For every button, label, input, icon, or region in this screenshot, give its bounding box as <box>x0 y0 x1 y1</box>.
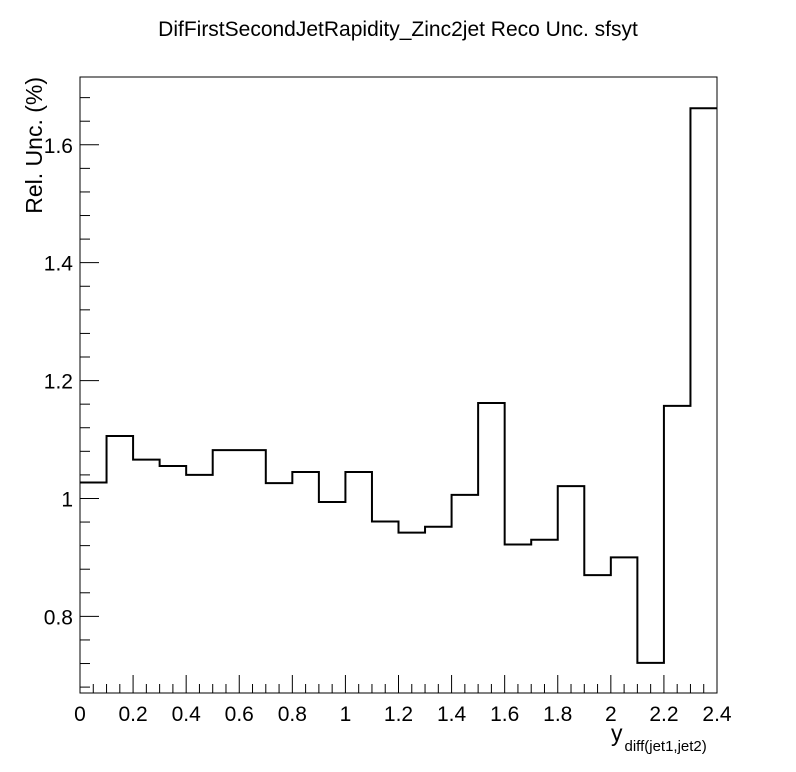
x-tick-label: 0.8 <box>278 703 307 726</box>
x-tick-label: 1.2 <box>384 703 413 726</box>
x-tick-label: 2 <box>605 703 617 726</box>
x-tick-label: 1 <box>340 703 352 726</box>
plot-frame <box>79 76 718 694</box>
x-tick-label: 1.4 <box>437 703 467 726</box>
y-tick-label: 0.8 <box>44 606 73 629</box>
chart-title: DifFirstSecondJetRapidity_Zinc2jet Reco … <box>158 18 638 41</box>
x-tick-label: 1.8 <box>543 703 572 726</box>
y-tick-label: 1.2 <box>44 371 73 394</box>
y-tick-label: 1.4 <box>44 253 74 276</box>
x-axis-label-main: y <box>611 720 623 746</box>
x-tick-label: 1.6 <box>490 703 519 726</box>
x-tick-label: 2.2 <box>649 703 678 726</box>
x-tick-label: 0.2 <box>118 703 147 726</box>
y-axis-label: Rel. Unc. (%) <box>21 77 47 214</box>
y-tick-label: 1 <box>61 488 73 511</box>
x-axis: 0 0.2 0.4 0.6 0.8 1 1.2 1.4 1.6 1.8 2 2.2 2.4 <box>74 675 732 726</box>
y-tick-label: 1.6 <box>44 135 73 158</box>
x-tick-label: 0.4 <box>172 703 202 726</box>
x-axis-label: ydiff(jet1,jet2) <box>611 720 707 755</box>
y-axis: 0.8 1 1.2 1.4 1.6 <box>44 97 99 688</box>
x-tick-label: 2.4 <box>702 703 732 726</box>
x-axis-label-subscript: diff(jet1,jet2) <box>625 738 707 755</box>
x-tick-label: 0.6 <box>225 703 254 726</box>
x-tick-label: 0 <box>74 703 86 726</box>
histogram-series-line <box>80 107 717 664</box>
